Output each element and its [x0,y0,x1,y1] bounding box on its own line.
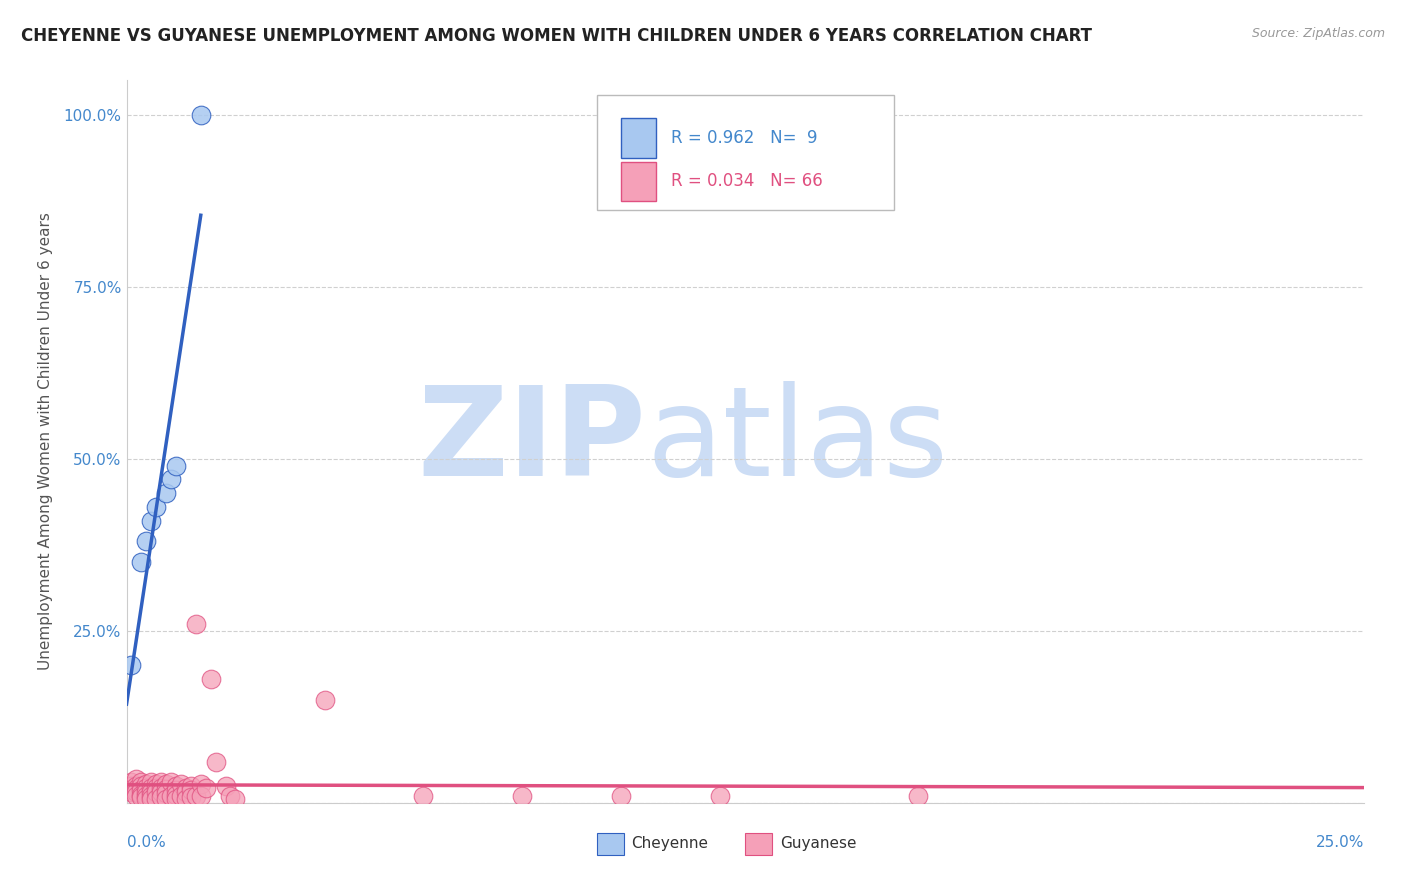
Point [204,755,226,769]
Point [131,788,153,802]
Text: 0.0%: 0.0% [127,835,166,850]
Point [155,486,177,500]
Point [165,458,187,473]
Point [214,779,236,793]
Point [141,785,163,799]
Point [314,692,336,706]
Point [190,776,212,790]
Point [155,786,177,800]
Point [131,790,153,805]
Point [131,555,153,569]
Point [121,785,143,799]
Text: 25.0%: 25.0% [1316,835,1364,850]
Point [155,782,177,797]
Point [125,779,148,793]
Point [145,500,167,514]
Text: CHEYENNE VS GUYANESE UNEMPLOYMENT AMONG WOMEN WITH CHILDREN UNDER 6 YEARS CORREL: CHEYENNE VS GUYANESE UNEMPLOYMENT AMONG … [21,27,1092,45]
Text: Guyanese: Guyanese [780,837,856,852]
Point [145,780,167,795]
Point [224,792,246,806]
Text: atlas: atlas [647,381,948,502]
Point [174,780,197,795]
Point [160,472,183,486]
Point [709,789,731,803]
Point [135,785,157,799]
Point [190,789,212,803]
Point [165,791,187,805]
Point [135,780,157,795]
Text: R = 0.962   N=  9: R = 0.962 N= 9 [671,129,817,147]
Point [150,790,173,805]
Y-axis label: Unemployment Among Women with Children Under 6 years: Unemployment Among Women with Children U… [38,212,52,671]
Point [184,616,207,631]
Point [907,789,929,803]
Point [121,658,143,673]
Point [121,779,143,793]
Bar [596,833,624,855]
Point [135,776,157,790]
Point [174,785,197,799]
Point [174,791,197,805]
Point [125,782,148,797]
Point [219,789,242,803]
Point [131,775,153,789]
Bar [745,833,772,855]
Point [180,783,202,797]
Point [125,789,148,803]
Point [165,783,187,797]
Point [141,780,163,795]
Point [131,779,153,793]
FancyBboxPatch shape [596,95,894,211]
Point [145,792,167,806]
Bar [621,161,657,202]
Text: Cheyenne: Cheyenne [631,837,709,852]
Point [170,789,193,803]
Point [200,672,222,686]
Bar [621,119,657,158]
Text: ZIP: ZIP [418,381,647,502]
Point [165,788,187,802]
Point [150,780,173,795]
Point [170,776,193,790]
Text: Source: ZipAtlas.com: Source: ZipAtlas.com [1251,27,1385,40]
Point [141,792,163,806]
Point [141,514,163,528]
Point [131,783,153,797]
Point [194,780,217,795]
Point [150,785,173,799]
Point [145,776,167,790]
Text: R = 0.034   N= 66: R = 0.034 N= 66 [671,172,823,190]
Point [155,791,177,805]
Point [160,775,183,789]
Point [141,775,163,789]
Point [145,785,167,799]
Point [125,785,148,799]
Point [150,775,173,789]
Point [160,789,183,803]
Point [412,789,434,803]
Point [125,772,148,786]
Point [121,782,143,797]
Point [141,789,163,803]
Point [155,776,177,790]
Point [610,789,633,803]
Point [135,789,157,803]
Point [190,108,212,122]
Point [165,779,187,793]
Point [121,775,143,789]
Point [184,789,207,803]
Point [180,790,202,805]
Point [180,779,202,793]
Point [512,789,534,803]
Point [135,792,157,806]
Point [135,534,157,549]
